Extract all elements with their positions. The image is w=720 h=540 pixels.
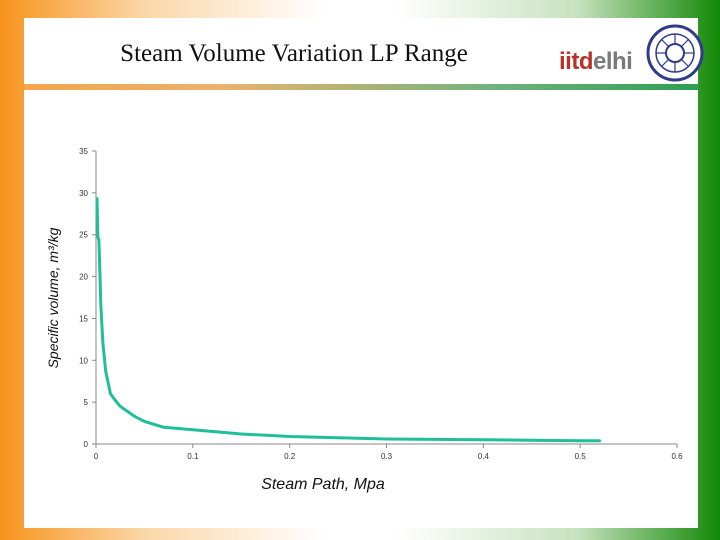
data-point	[104, 369, 107, 373]
data-point	[133, 415, 136, 418]
x-tick-label: 0.1	[187, 452, 199, 461]
x-tick-label: 0.5	[575, 452, 587, 461]
data-point	[433, 438, 437, 441]
series-line	[95, 197, 601, 443]
brand-logo-part2: elhi	[593, 48, 633, 75]
slide: Steam Volume Variation LP Range iitdelhi	[24, 18, 704, 528]
x-tick-label: 0	[94, 452, 99, 461]
data-point	[99, 302, 103, 306]
data-point	[385, 437, 388, 441]
y-tick-label: 20	[79, 273, 88, 282]
data-point	[240, 432, 243, 436]
data-point	[96, 236, 100, 239]
data-point	[109, 392, 112, 395]
y-tick-label: 30	[79, 189, 88, 198]
brand-logo: iitdelhi	[559, 48, 633, 76]
y-axis-label: Specific volume, m³/kg	[45, 227, 61, 368]
data-point	[336, 436, 340, 439]
data-point	[482, 438, 485, 442]
data-point	[119, 405, 122, 408]
y-tick-label: 35	[79, 147, 88, 156]
brand-logo-part1: iitd	[559, 48, 594, 75]
y-tick-label: 25	[79, 231, 88, 240]
data-point	[143, 420, 146, 423]
x-axis-label: Steam Path, Mpa	[261, 476, 385, 493]
data-point	[578, 439, 582, 442]
data-point	[191, 428, 195, 431]
data-point	[530, 439, 533, 442]
data-point	[114, 399, 117, 402]
x-tick-label: 0.2	[284, 452, 296, 461]
data-point	[162, 426, 165, 429]
data-point	[598, 439, 601, 442]
y-tick-label: 10	[79, 356, 88, 365]
data-point	[123, 408, 127, 411]
slide-title: Steam Volume Variation LP Range	[120, 40, 468, 67]
data-point	[101, 340, 104, 344]
title-divider	[24, 84, 698, 90]
institute-seal-icon	[646, 24, 704, 82]
data-point	[95, 197, 99, 200]
data-point	[288, 435, 291, 438]
y-tick-label: 5	[84, 398, 89, 407]
x-tick-label: 0.4	[478, 452, 490, 461]
data-point	[98, 271, 102, 274]
data-point	[97, 238, 101, 241]
x-tick-label: 0.3	[381, 452, 393, 461]
y-tick-label: 0	[84, 440, 89, 449]
y-tick-label: 15	[79, 314, 88, 323]
x-tick-label: 0.6	[671, 452, 683, 461]
